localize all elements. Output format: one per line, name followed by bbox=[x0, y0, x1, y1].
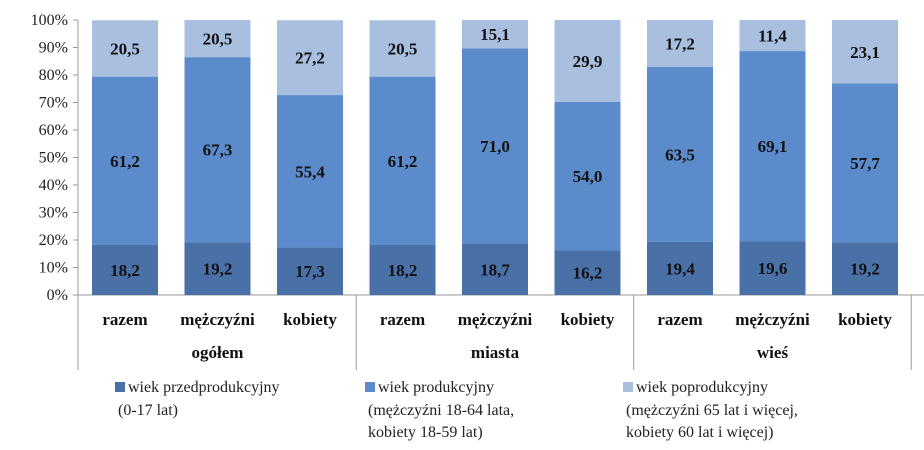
bar-segment-post bbox=[647, 20, 713, 68]
bar-data-label: 61,2 bbox=[110, 152, 140, 171]
x-category-label: kobiety bbox=[838, 310, 892, 329]
bar-segment-pre bbox=[647, 241, 713, 295]
bar-segment-post bbox=[462, 20, 528, 49]
bar-segment-post bbox=[92, 20, 158, 77]
bar-segment-prod bbox=[647, 67, 713, 242]
x-category-label: razem bbox=[102, 310, 147, 329]
bar-segment-pre bbox=[92, 244, 158, 295]
bar-data-label: 18,7 bbox=[480, 260, 510, 279]
bar-data-label: 55,4 bbox=[295, 162, 325, 181]
bar-segment-prod bbox=[184, 57, 251, 243]
bar-segment-prod bbox=[369, 76, 436, 245]
labels-layer: 18,2 61,2 20,5 razem 19,2 67,3 20,5 mężczyźni 17… bbox=[102, 25, 892, 362]
x-category-label: mężczyźni bbox=[735, 310, 810, 329]
x-group-label: wieś bbox=[757, 343, 789, 362]
legend-label: wiek przedprodukcyjny bbox=[128, 379, 280, 396]
legend-swatch bbox=[623, 382, 633, 392]
bar-data-label: 19,6 bbox=[758, 259, 788, 278]
legend-label-detail: (0-17 lat) bbox=[118, 402, 178, 419]
bar-segment-pre bbox=[739, 241, 806, 295]
bar-data-label: 17,3 bbox=[295, 262, 325, 281]
bar-data-label: 57,7 bbox=[850, 154, 880, 173]
y-tick-label: 50% bbox=[39, 150, 68, 167]
bar-data-label: 18,2 bbox=[388, 261, 418, 280]
y-tick-label: 0% bbox=[47, 287, 68, 304]
bar-data-label: 29,9 bbox=[573, 52, 603, 71]
y-tick-label: 70% bbox=[39, 95, 68, 112]
bar-segment-pre bbox=[832, 242, 898, 295]
legend: wiek przedprodukcyjny (0-17 lat) wiek prod… bbox=[115, 379, 798, 441]
legend-label-detail: (mężczyźni 65 lat i więcej, bbox=[626, 402, 798, 419]
bar-data-label: 23,1 bbox=[850, 43, 880, 62]
x-category-label: kobiety bbox=[283, 310, 337, 329]
bar-data-label: 19,4 bbox=[665, 259, 695, 278]
bar-segment-pre bbox=[554, 250, 621, 295]
bar-segment-post bbox=[369, 20, 436, 77]
x-category-label: razem bbox=[380, 310, 425, 329]
y-tick-label: 80% bbox=[39, 67, 68, 84]
bars-layer bbox=[92, 20, 898, 295]
y-tick-label: 30% bbox=[39, 205, 68, 222]
bar-segment-post bbox=[184, 20, 251, 58]
y-tick-label: 60% bbox=[39, 122, 68, 139]
bar-data-label: 20,5 bbox=[203, 30, 233, 49]
bar-data-label: 69,1 bbox=[758, 137, 788, 156]
bar-segment-pre bbox=[277, 247, 343, 295]
axis-layer: 0% 10% 20% 30% 40% 50% 60% 70% 80% 90% 100% bbox=[31, 12, 924, 370]
legend-label: wiek produkcyjny bbox=[378, 379, 494, 396]
bar-segment-post bbox=[277, 20, 343, 96]
y-tick-label: 90% bbox=[39, 40, 68, 57]
bar-data-label: 20,5 bbox=[110, 39, 140, 58]
bar-data-label: 54,0 bbox=[573, 167, 603, 186]
y-tick-label: 100% bbox=[31, 12, 68, 29]
bar-data-label: 63,5 bbox=[665, 145, 695, 164]
x-category-label: mężczyźni bbox=[180, 310, 255, 329]
x-category-label: razem bbox=[657, 310, 702, 329]
bar-data-label: 17,2 bbox=[665, 35, 695, 54]
bar-segment-post bbox=[739, 20, 806, 52]
bar-data-label: 61,2 bbox=[388, 152, 418, 171]
bar-data-label: 67,3 bbox=[203, 141, 233, 160]
bar-data-label: 20,5 bbox=[388, 39, 418, 58]
bar-segment-prod bbox=[462, 48, 528, 244]
legend-label-detail: (mężczyźni 18-64 lata, bbox=[368, 402, 514, 419]
y-tick-label: 10% bbox=[39, 260, 68, 277]
bar-data-label: 15,1 bbox=[480, 25, 510, 44]
y-tick-label: 40% bbox=[39, 177, 68, 194]
bar-segment-pre bbox=[184, 242, 251, 295]
bar-data-label: 16,2 bbox=[573, 264, 603, 283]
bar-segment-prod bbox=[92, 76, 158, 245]
bar-segment-prod bbox=[277, 95, 343, 248]
bar-segment-prod bbox=[554, 101, 621, 251]
legend-label-detail: kobiety 18-59 lat) bbox=[368, 424, 483, 441]
bar-segment-post bbox=[554, 20, 621, 102]
bar-data-label: 19,2 bbox=[203, 260, 233, 279]
bar-segment-prod bbox=[739, 51, 806, 242]
bar-data-label: 11,4 bbox=[758, 27, 787, 46]
bar-data-label: 18,2 bbox=[110, 261, 140, 280]
bar-segment-post bbox=[832, 20, 898, 84]
bar-data-label: 71,0 bbox=[480, 137, 510, 156]
bar-segment-pre bbox=[462, 243, 528, 295]
legend-label-detail: kobiety 60 lat i więcej) bbox=[626, 424, 774, 441]
bar-data-label: 27,2 bbox=[295, 49, 325, 68]
y-tick-label: 20% bbox=[39, 232, 68, 249]
x-category-label: mężczyźni bbox=[458, 310, 533, 329]
bar-segment-pre bbox=[369, 244, 436, 295]
legend-swatch bbox=[115, 382, 125, 392]
bar-segment-prod bbox=[832, 83, 898, 243]
bar-data-label: 19,2 bbox=[850, 260, 880, 279]
x-group-label: ogółem bbox=[192, 343, 244, 362]
x-category-label: kobiety bbox=[561, 310, 615, 329]
x-group-label: miasta bbox=[471, 343, 520, 362]
legend-label: wiek poprodukcyjny bbox=[636, 379, 768, 396]
legend-swatch bbox=[365, 382, 375, 392]
